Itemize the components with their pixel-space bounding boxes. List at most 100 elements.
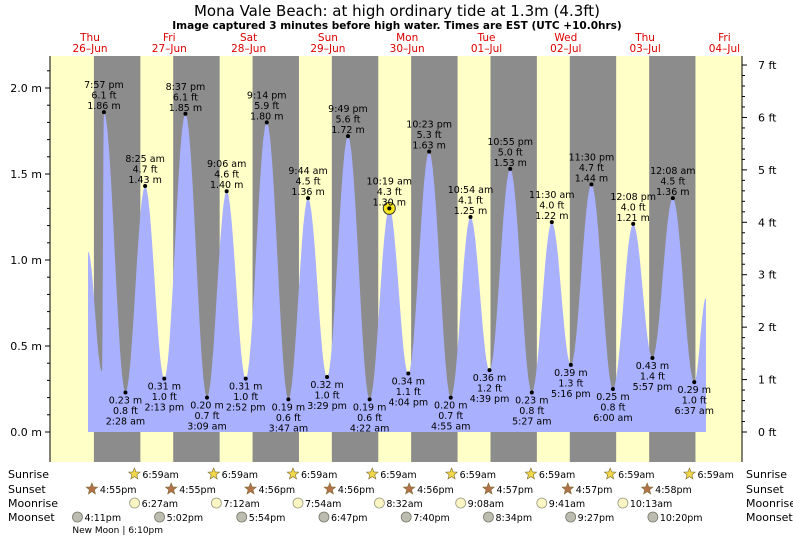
tide-point	[670, 196, 675, 201]
tide-point	[325, 374, 330, 379]
y-right-tick-label: 1 ft	[758, 374, 777, 387]
sunrise-icon	[603, 467, 617, 480]
tide-label-ft: 0.8 ft	[113, 406, 138, 417]
tide-area-path	[88, 112, 706, 432]
sunrise-icon	[286, 467, 300, 480]
moonset-time: 9:27pm	[578, 513, 615, 524]
day-date: 30–Jun	[390, 43, 425, 55]
tide-point	[367, 397, 372, 402]
sunset-icon	[561, 482, 575, 495]
tide-point	[345, 134, 350, 139]
y-right-tick-label: 5 ft	[758, 164, 777, 177]
tide-label-ft: 0.7 ft	[194, 411, 219, 422]
tide-label-ft: 0.8 ft	[519, 406, 544, 417]
tide-labels: 7:57 pm6.1 ft1.86 m0.23 m0.8 ft2:28 am8:…	[84, 80, 714, 434]
tide-point	[692, 380, 697, 385]
tide-label-ft: 1.0 ft	[152, 392, 177, 403]
sunset-icon	[85, 482, 99, 495]
sunrise-icon	[445, 467, 459, 480]
tide-label-time: 4:39 pm	[470, 394, 510, 405]
y-left-tick-label: 1.5 m	[10, 168, 42, 181]
tide-label-ft: 0.6 ft	[357, 413, 382, 424]
tide-label-m: 0.29 m	[678, 385, 711, 396]
tide-label-m: 1.43 m	[128, 175, 161, 186]
moonrise-time: 7:54am	[305, 499, 341, 510]
tide-label-m: 0.39 m	[554, 368, 587, 379]
day-name: Mon	[396, 32, 418, 44]
moonrise-icon	[536, 497, 548, 509]
tide-label-ft: 5.3 ft	[417, 130, 442, 141]
tide-point	[610, 387, 615, 391]
moonset-time: 10:20pm	[660, 513, 703, 524]
sunrise-time: 6:59am	[460, 470, 496, 481]
y-right-tick-label: 2 ft	[758, 321, 777, 334]
day-name: Fri	[163, 32, 176, 44]
chart-subtitle: Image captured 3 minutes before high wat…	[172, 20, 621, 32]
tide-point	[243, 376, 248, 381]
moonrise-icon	[292, 497, 304, 509]
y-right-tick-label: 7 ft	[758, 59, 777, 72]
tide-point	[589, 182, 594, 187]
day-date: 03–Jul	[629, 43, 660, 55]
tide-point	[529, 390, 534, 395]
day-date: 28–Jun	[231, 43, 266, 55]
sunset-icon	[164, 482, 178, 495]
tide-label-m: 0.19 m	[353, 402, 386, 413]
sunrise-icon	[127, 467, 141, 480]
tide-label-time: 9:44 am	[288, 166, 327, 177]
tide-label-time: 3:29 pm	[307, 401, 347, 412]
tide-label-ft: 1.3 ft	[558, 378, 583, 389]
tide-label-time: 8:37 pm	[166, 82, 206, 93]
tide-label-time: 4:55 am	[431, 422, 470, 433]
tide-label-m: 0.32 m	[310, 380, 343, 391]
moonset-icon	[236, 511, 248, 523]
moonset-icon	[483, 511, 494, 523]
tide-label-ft: 4.7 ft	[579, 163, 604, 174]
tide-label-ft: 0.7 ft	[438, 411, 463, 422]
moonrise-time: 9:08am	[468, 499, 504, 510]
row-label-right: Moonset	[746, 511, 793, 524]
moonrise-time: 8:32am	[386, 499, 422, 510]
moonrise-icon	[373, 497, 385, 509]
tide-point	[387, 206, 392, 211]
moonrise-icon	[210, 497, 222, 509]
tide-label-time: 2:28 am	[106, 416, 145, 427]
moonset-icon	[400, 511, 412, 523]
sunset-time: 4:55pm	[100, 485, 137, 496]
new-moon-time: 6:10pm	[128, 526, 163, 536]
tide-point	[631, 221, 636, 226]
tide-point	[286, 397, 291, 402]
day-date: 29–Jun	[310, 43, 345, 55]
tide-label-time: 9:49 pm	[328, 104, 368, 115]
tide-label-m: 0.20 m	[434, 401, 467, 412]
tide-label-time: 10:54 am	[448, 185, 493, 196]
tide-label-m: 1.53 m	[494, 158, 527, 169]
sunrise-icon	[683, 467, 696, 480]
moonset-time: 8:34pm	[495, 513, 532, 524]
tide-point	[264, 120, 269, 125]
day-name: Tue	[477, 32, 496, 44]
tide-label-ft: 4.5 ft	[660, 177, 685, 188]
tide-label-ft: 4.6 ft	[214, 170, 239, 181]
row-label-right: Sunset	[746, 483, 784, 496]
y-left-tick-label: 2.0 m	[10, 82, 42, 95]
sunset-time: 4:56pm	[338, 485, 375, 496]
tide-label-m: 0.31 m	[148, 382, 181, 393]
tide-label-ft: 4.0 ft	[621, 202, 646, 213]
day-date: 04–Jul	[709, 43, 740, 55]
sunrise-time: 6:59am	[142, 470, 178, 481]
tide-label-ft: 6.1 ft	[91, 91, 116, 102]
tide-label-time: 12:08 pm	[610, 192, 656, 203]
tide-label-ft: 4.7 ft	[133, 165, 158, 176]
sunset-time: 4:56pm	[259, 485, 296, 496]
tide-label-m: 1.36 m	[291, 187, 324, 198]
moonrise-time: 6:27am	[142, 499, 178, 510]
day-headers: Thu26–JunFri27–JunSat28–JunSun29–JunMon3…	[72, 32, 740, 55]
tide-point	[448, 395, 453, 400]
moonrise-icon	[455, 497, 467, 509]
day-name: Wed	[554, 32, 577, 44]
sunset-time: 4:57pm	[497, 485, 534, 496]
sunrise-time: 6:59am	[539, 470, 575, 481]
day-name: Fri	[718, 32, 731, 44]
